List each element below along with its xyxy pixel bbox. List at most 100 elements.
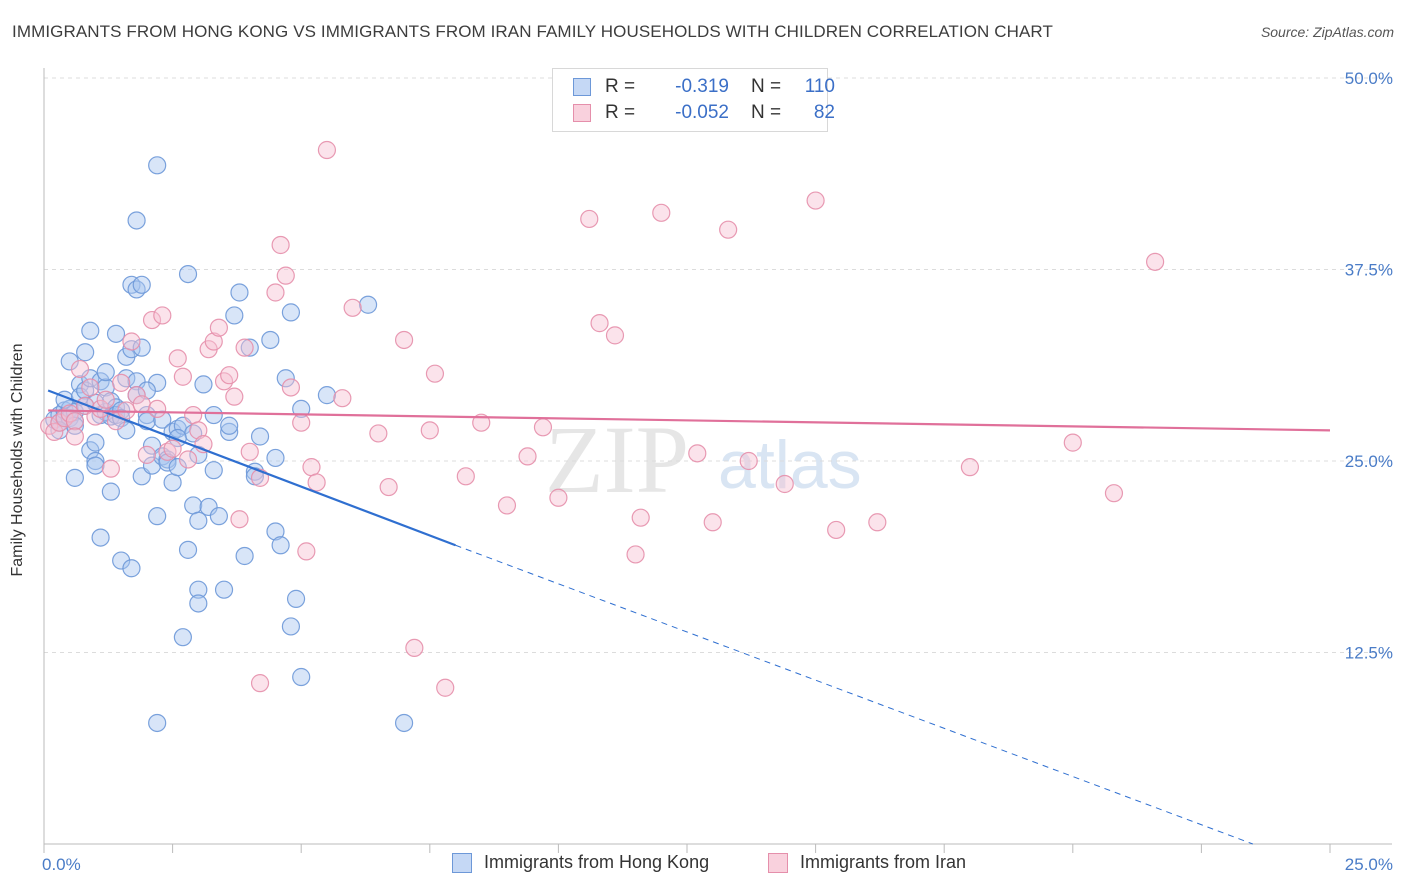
point-iran bbox=[240, 442, 259, 461]
point-hong-kong bbox=[189, 511, 208, 530]
point-hong-kong bbox=[178, 540, 198, 559]
point-hong-kong bbox=[281, 303, 301, 322]
point-hong-kong bbox=[276, 369, 295, 388]
point-iran bbox=[281, 378, 301, 397]
point-iran bbox=[580, 209, 599, 229]
point-iran bbox=[292, 413, 311, 432]
point-hong-kong bbox=[173, 628, 192, 647]
x-tick-label-min: 0.0% bbox=[42, 855, 81, 874]
trend-line-hong-kong-extension bbox=[455, 544, 1254, 845]
bottom-legend-label-hong-kong: Immigrants from Hong Kong bbox=[484, 852, 710, 872]
point-iran bbox=[65, 412, 84, 431]
watermark: ZIP atlas bbox=[545, 406, 862, 513]
point-iran bbox=[112, 373, 131, 392]
grid-lines bbox=[44, 77, 1392, 653]
point-hong-kong bbox=[132, 338, 151, 357]
point-iran bbox=[960, 458, 980, 477]
point-iran bbox=[276, 266, 295, 285]
point-hong-kong bbox=[292, 667, 311, 687]
bottom-legend-hong-kong: Immigrants from Hong Kong bbox=[452, 852, 709, 873]
legend-r-value-iran: -0.052 bbox=[675, 102, 729, 123]
point-iran bbox=[1063, 433, 1082, 452]
point-iran bbox=[626, 545, 645, 564]
point-hong-kong bbox=[189, 580, 208, 599]
point-iran bbox=[209, 318, 228, 337]
point-iran bbox=[739, 451, 758, 471]
point-iran bbox=[178, 450, 198, 469]
point-hong-kong bbox=[60, 352, 79, 371]
point-hong-kong bbox=[230, 283, 249, 302]
point-hong-kong bbox=[137, 381, 156, 400]
tick-labels: 12.5% 25.0% 37.5% 50.0% 0.0% 25.0% bbox=[42, 69, 1393, 874]
point-hong-kong bbox=[178, 264, 198, 284]
y-tick-label: 50.0% bbox=[1345, 69, 1393, 88]
point-hong-kong bbox=[163, 473, 182, 492]
point-iran bbox=[605, 326, 625, 345]
legend-n-value-iran: 82 bbox=[813, 102, 835, 123]
y-axis-label: Family Households with Children bbox=[9, 343, 26, 577]
point-iran bbox=[117, 401, 136, 420]
point-hong-kong bbox=[142, 456, 162, 475]
point-iran bbox=[271, 235, 290, 255]
point-hong-kong bbox=[281, 617, 301, 636]
point-iran bbox=[827, 520, 846, 540]
point-iran bbox=[148, 399, 167, 419]
x-tick-label-max: 25.0% bbox=[1345, 855, 1393, 874]
point-hong-kong bbox=[394, 713, 414, 733]
bottom-legend-swatch-iran bbox=[768, 852, 788, 873]
watermark-zip-text: ZIP bbox=[545, 406, 689, 513]
point-hong-kong bbox=[317, 386, 337, 405]
point-iran bbox=[472, 413, 491, 432]
point-hong-kong bbox=[271, 536, 290, 555]
point-iran bbox=[719, 220, 738, 239]
point-hong-kong bbox=[86, 433, 105, 452]
legend-row-hong-kong: R = -0.319 N = 110 bbox=[573, 75, 835, 99]
point-iran bbox=[379, 477, 398, 497]
point-iran bbox=[81, 378, 100, 397]
point-hong-kong bbox=[209, 507, 228, 526]
point-iran bbox=[394, 330, 414, 350]
point-hong-kong bbox=[168, 458, 187, 477]
source-credit: Source: ZipAtlas.com bbox=[1260, 24, 1394, 40]
y-tick-label: 37.5% bbox=[1345, 261, 1393, 280]
point-iran bbox=[405, 638, 424, 658]
point-iran bbox=[436, 678, 455, 697]
point-iran bbox=[158, 442, 177, 461]
point-hong-kong bbox=[91, 528, 110, 547]
point-hong-kong bbox=[199, 497, 218, 517]
point-iran bbox=[235, 338, 254, 357]
point-hong-kong bbox=[194, 375, 213, 394]
legend-row-iran: R = -0.052 N = 82 bbox=[573, 101, 835, 125]
point-hong-kong bbox=[148, 156, 167, 175]
point-hong-kong bbox=[112, 551, 131, 570]
point-iran bbox=[302, 458, 321, 477]
correlation-legend: R = -0.319 N = 110 R = -0.052 N = 82 bbox=[552, 68, 835, 132]
legend-n-label: N = bbox=[751, 76, 782, 97]
trend-line-hong-kong bbox=[47, 389, 456, 547]
point-iran bbox=[173, 367, 192, 386]
point-iran bbox=[533, 418, 553, 437]
point-iran bbox=[369, 424, 388, 443]
point-iran bbox=[137, 445, 156, 464]
point-iran bbox=[590, 314, 609, 333]
point-hong-kong bbox=[106, 324, 126, 343]
point-iran bbox=[317, 140, 337, 160]
point-hong-kong bbox=[204, 405, 223, 425]
point-iran bbox=[225, 387, 244, 406]
axes bbox=[43, 68, 1392, 853]
point-iran bbox=[65, 427, 84, 446]
bottom-legend-swatch-hong-kong bbox=[452, 852, 472, 873]
point-iran bbox=[204, 332, 223, 351]
trend-lines bbox=[47, 389, 1331, 845]
point-hong-kong bbox=[266, 448, 285, 468]
point-hong-kong bbox=[132, 275, 151, 294]
point-hong-kong bbox=[225, 306, 244, 325]
legend-r-value-hong-kong: -0.319 bbox=[675, 76, 729, 97]
point-iran bbox=[1104, 484, 1124, 503]
point-iran bbox=[127, 386, 146, 405]
point-iran bbox=[250, 674, 270, 693]
point-iran bbox=[163, 439, 182, 458]
point-hong-kong bbox=[122, 559, 141, 578]
point-hong-kong bbox=[261, 330, 280, 350]
point-iran bbox=[420, 421, 439, 440]
